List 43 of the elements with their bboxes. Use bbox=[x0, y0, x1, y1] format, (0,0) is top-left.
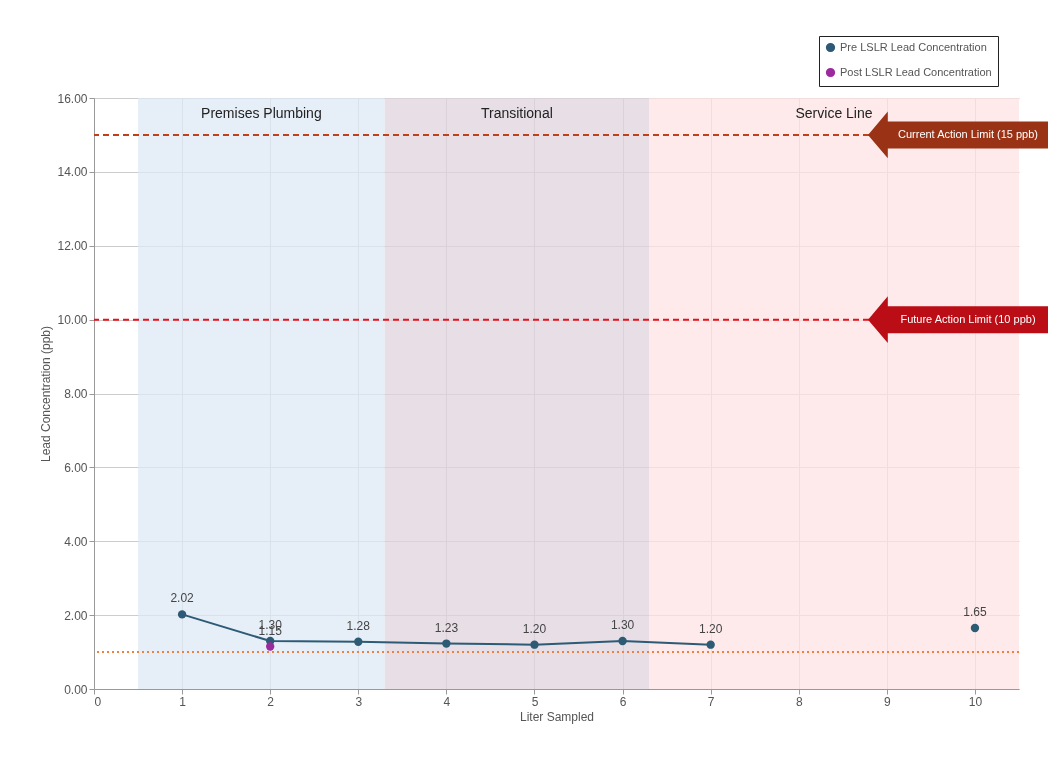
x-axis-title: Liter Sampled bbox=[519, 709, 595, 724]
y-tick-label: 10.00 bbox=[57, 313, 88, 328]
legend-label: Post LSLR Lead Concentration bbox=[840, 65, 992, 78]
band-label: Service Line bbox=[795, 105, 873, 121]
data-label: 1.23 bbox=[434, 620, 459, 635]
data-label: 1.28 bbox=[346, 618, 371, 633]
data-label: 2.02 bbox=[170, 591, 195, 606]
y-tick-label: 12.00 bbox=[57, 239, 88, 254]
x-tick-label: 5 bbox=[531, 694, 539, 709]
x-tick-label: 1 bbox=[179, 694, 187, 709]
x-tick-label: 10 bbox=[968, 694, 983, 709]
y-tick-label: 14.00 bbox=[57, 165, 88, 180]
band-label: Premises Plumbing bbox=[201, 105, 322, 121]
data-label: 1.65 bbox=[963, 605, 987, 620]
point bbox=[706, 640, 715, 649]
y-tick-label: 4.00 bbox=[64, 534, 88, 549]
point bbox=[618, 636, 627, 646]
data-label: 1.20 bbox=[698, 621, 723, 636]
x-tick-label: 6 bbox=[619, 694, 627, 709]
point bbox=[970, 623, 980, 633]
x-tick-label: 3 bbox=[355, 694, 363, 709]
x-tick-label: 9 bbox=[884, 694, 892, 709]
x-tick-label: 2 bbox=[267, 694, 275, 709]
y-tick-label: 6.00 bbox=[64, 460, 88, 475]
x-tick-label: 4 bbox=[443, 694, 451, 709]
x-tick-label: 7 bbox=[707, 694, 715, 709]
ref-line-label: Future Action Limit (10 ppb) bbox=[900, 312, 1036, 325]
legend-label: Pre LSLR Lead Concentration bbox=[840, 40, 987, 53]
y-axis-title: Lead Concentration (ppb) bbox=[39, 325, 54, 463]
data-label: 1.20 bbox=[522, 621, 547, 636]
point bbox=[530, 640, 539, 649]
y-tick-label: 0.00 bbox=[64, 682, 88, 697]
point bbox=[442, 639, 451, 648]
x-tick-label: 0 bbox=[94, 694, 102, 709]
ref-line-label: Current Action Limit (15 ppb) bbox=[897, 127, 1039, 140]
y-tick-label: 8.00 bbox=[64, 387, 88, 401]
x-tick-label: 8 bbox=[795, 694, 803, 709]
y-tick-label: 2.00 bbox=[64, 608, 88, 623]
band-label: Transitional bbox=[480, 105, 553, 121]
y-tick-label: 16.00 bbox=[57, 91, 88, 106]
point bbox=[354, 637, 363, 646]
data-label: 1.30 bbox=[610, 617, 635, 632]
point bbox=[177, 610, 187, 619]
